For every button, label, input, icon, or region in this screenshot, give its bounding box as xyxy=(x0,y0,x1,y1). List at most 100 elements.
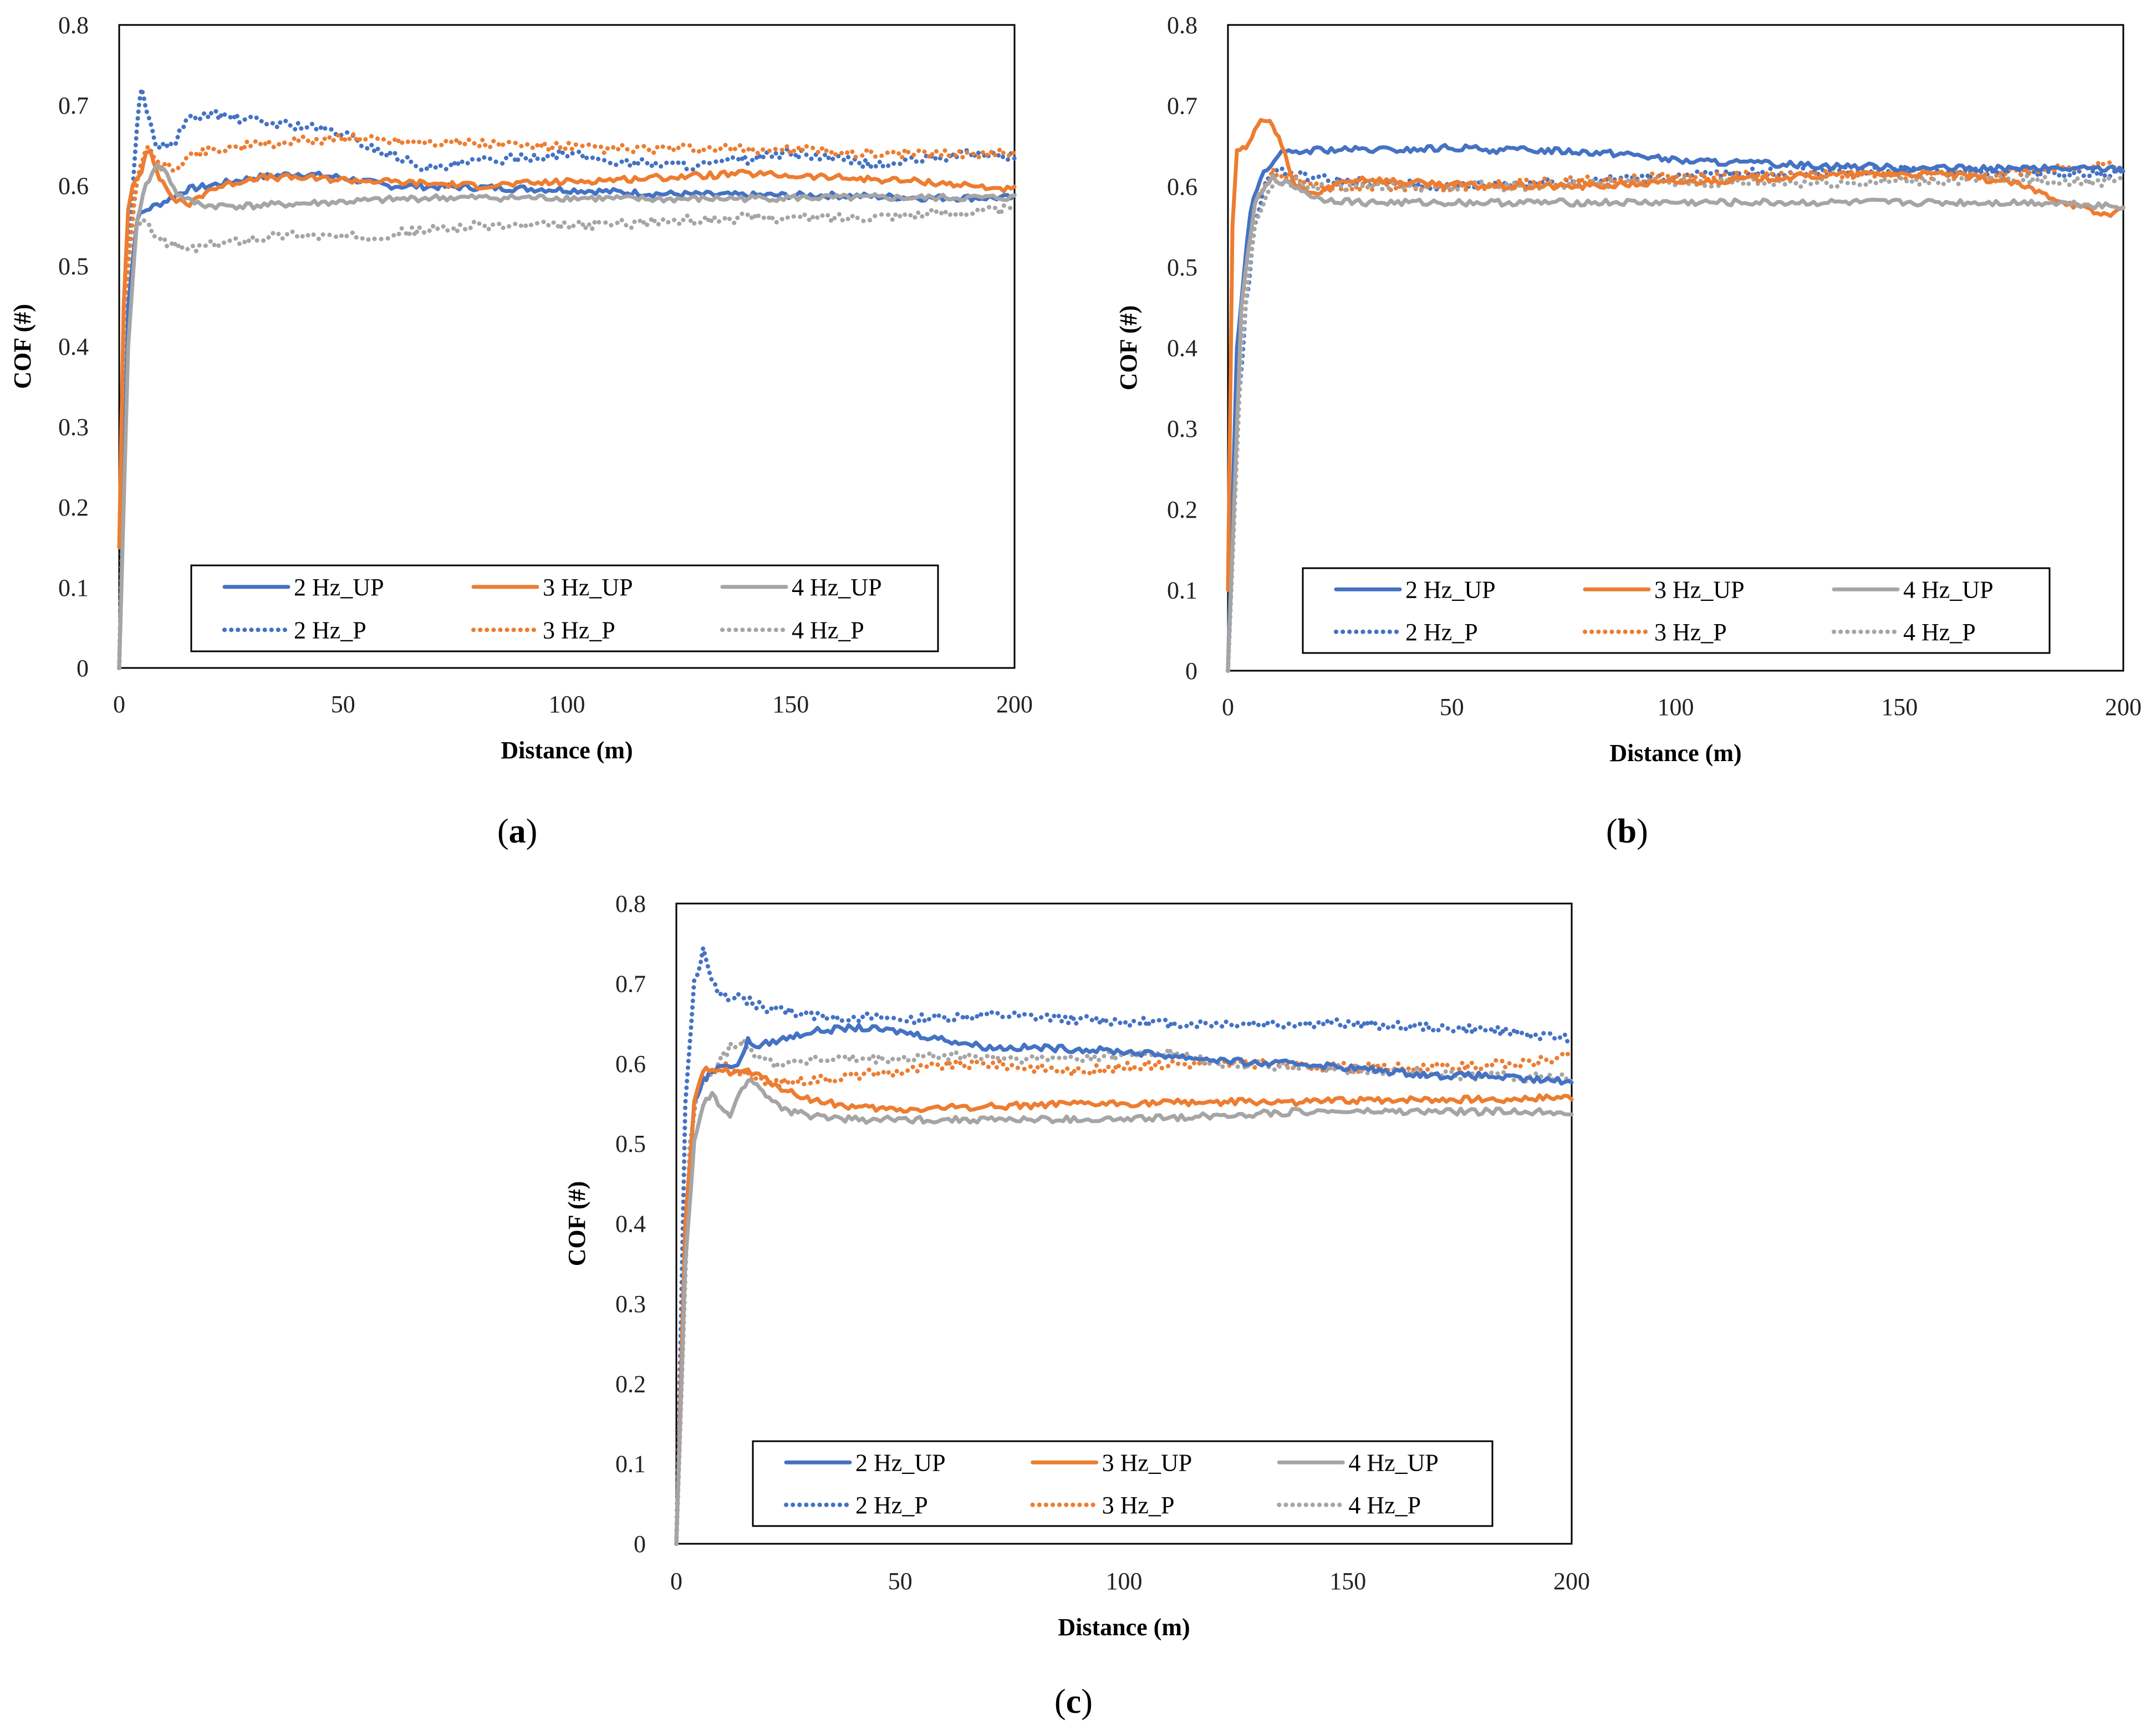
legend-box xyxy=(1302,567,2051,654)
y-tick-label: 0.1 xyxy=(1167,576,1197,604)
chart-c-svg: 0 0.1 0.2 0.3 0.4 0.5 0.6 0.7 0.8 0 50 100 150 200 Dis… xyxy=(563,890,1590,1641)
caption-a-letter: a xyxy=(508,813,526,850)
y-tick-label: 0.6 xyxy=(1167,173,1197,200)
x-tick-label: 0 xyxy=(670,1568,682,1595)
legend-label: 2 Hz_P xyxy=(855,1492,928,1519)
y-axis-title: COF (#) xyxy=(563,1181,590,1267)
x-tick-label: 50 xyxy=(1440,693,1464,721)
legend-box xyxy=(190,564,939,652)
y-tick-label: 0.3 xyxy=(615,1290,646,1318)
caption-c-close: ) xyxy=(1081,1683,1093,1721)
x-tick-label: 100 xyxy=(549,691,585,718)
x-axis-title: Distance (m) xyxy=(1058,1614,1190,1641)
x-tick-label: 150 xyxy=(772,691,809,718)
y-axis-title: COF (#) xyxy=(9,304,36,389)
y-tick-label: 0 xyxy=(1185,657,1197,685)
plot-area-c xyxy=(675,902,1573,1545)
y-tick-label: 0.2 xyxy=(615,1370,646,1397)
caption-b-open: ( xyxy=(1606,813,1618,850)
y-tick-label: 0.2 xyxy=(1167,496,1197,523)
y-tick-label: 0.1 xyxy=(615,1451,646,1478)
y-tick-label: 0.4 xyxy=(58,333,89,360)
y-tick-label: 0.5 xyxy=(615,1130,646,1157)
x-tick-label: 50 xyxy=(888,1568,913,1595)
x-tick-label: 200 xyxy=(996,691,1033,718)
series-line-4-hz_up xyxy=(674,1078,1574,1546)
legend-label: 4 Hz_UP xyxy=(1903,576,1994,603)
legend-label: 3 Hz_UP xyxy=(1102,1449,1192,1476)
legend-label: 3 Hz_P xyxy=(1102,1492,1175,1519)
caption-c-open: ( xyxy=(1054,1683,1066,1721)
legend-label: 3 Hz_UP xyxy=(1654,576,1745,603)
x-tick-label: 150 xyxy=(1329,1568,1366,1595)
caption-a-open: ( xyxy=(497,813,509,850)
legend-label: 3 Hz_UP xyxy=(543,574,633,601)
plot-area-b xyxy=(1227,24,2124,672)
plot-area-a xyxy=(118,24,1016,669)
x-axis-title: Distance (m) xyxy=(1609,739,1741,767)
series-line-4-hz_p xyxy=(674,1037,1574,1546)
y-tick-label: 0.4 xyxy=(1167,335,1197,362)
series-line-2-hz_p xyxy=(117,86,1017,670)
x-tick-label: 0 xyxy=(1222,693,1234,721)
caption-b-close: ) xyxy=(1637,813,1648,850)
legend-label: 4 Hz_P xyxy=(1348,1492,1421,1519)
series-line-3-hz_p xyxy=(117,131,1017,670)
x-tick-label: 50 xyxy=(331,691,355,718)
y-tick-label: 0.7 xyxy=(1167,93,1197,120)
legend-label: 2 Hz_P xyxy=(1405,619,1478,646)
legend-label: 3 Hz_P xyxy=(543,616,615,644)
y-tick-label: 0.4 xyxy=(615,1211,646,1238)
chart-a-svg: 0 0.1 0.2 0.3 0.4 0.5 0.6 0.7 0.8 0 50 100 150 200 Dis… xyxy=(9,12,1033,764)
series-line-2-hz_up xyxy=(674,1023,1574,1546)
legend-label: 4 Hz_UP xyxy=(1348,1449,1439,1476)
y-tick-label: 0 xyxy=(634,1530,646,1558)
legend-label: 4 Hz_P xyxy=(792,616,864,644)
series-line-4-hz_up xyxy=(117,162,1017,670)
series-line-3-hz_p xyxy=(674,1050,1574,1546)
y-tick-label: 0 xyxy=(77,655,89,682)
caption-a: (a) xyxy=(497,812,537,851)
x-tick-label: 200 xyxy=(1553,1568,1590,1595)
y-tick-label: 0.7 xyxy=(615,970,646,997)
y-tick-label: 0.7 xyxy=(58,92,89,119)
y-tick-label: 0.8 xyxy=(615,890,646,917)
y-axis-title: COF (#) xyxy=(1115,305,1142,391)
series-line-3-hz_up xyxy=(674,1065,1574,1546)
caption-c: (c) xyxy=(1054,1682,1093,1722)
chart-panel-a: 0 0.1 0.2 0.3 0.4 0.5 0.6 0.7 0.8 0 50 100 150 200 Dis… xyxy=(0,0,1070,865)
series-line-4-hz_up xyxy=(1226,174,2126,673)
y-tick-label: 0.3 xyxy=(58,414,89,441)
caption-b: (b) xyxy=(1606,812,1648,851)
x-tick-label: 150 xyxy=(1881,693,1918,721)
x-tick-label: 200 xyxy=(2105,693,2142,721)
legend-label: 2 Hz_UP xyxy=(1405,576,1496,603)
chart-panel-b: 0 0.1 0.2 0.3 0.4 0.5 0.6 0.7 0.8 0 50 100 150 200 Dis… xyxy=(1100,0,2156,865)
x-tick-label: 100 xyxy=(1658,693,1694,721)
y-tick-label: 0.2 xyxy=(58,494,89,521)
x-tick-label: 0 xyxy=(113,691,125,718)
caption-a-close: ) xyxy=(526,813,538,850)
y-tick-label: 0.3 xyxy=(1167,415,1197,442)
legend-label: 4 Hz_P xyxy=(1903,619,1976,646)
x-tick-label: 100 xyxy=(1106,1568,1143,1595)
legend-box xyxy=(752,1440,1494,1527)
series-line-3-hz_up xyxy=(117,149,1017,549)
y-tick-label: 0.6 xyxy=(58,172,89,200)
caption-b-letter: b xyxy=(1617,813,1637,850)
y-tick-label: 0.8 xyxy=(58,12,89,39)
chart-panel-c: 0 0.1 0.2 0.3 0.4 0.5 0.6 0.7 0.8 0 50 100 150 200 Dis… xyxy=(549,879,1619,1735)
series-line-2-hz_up xyxy=(1226,143,2126,673)
legend-label: 2 Hz_UP xyxy=(855,1449,946,1476)
chart-b-svg: 0 0.1 0.2 0.3 0.4 0.5 0.6 0.7 0.8 0 50 100 150 200 Dis… xyxy=(1115,12,2142,767)
y-tick-label: 0.5 xyxy=(58,253,89,280)
legend-label: 4 Hz_UP xyxy=(792,574,882,601)
series-line-4-hz_p xyxy=(117,203,1017,670)
y-tick-label: 0.8 xyxy=(1167,12,1197,39)
y-tick-label: 0.5 xyxy=(1167,254,1197,281)
y-tick-label: 0.1 xyxy=(58,574,89,601)
x-axis-title: Distance (m) xyxy=(501,737,633,764)
y-tick-label: 0.6 xyxy=(615,1050,646,1078)
series-line-3-hz_up xyxy=(1226,118,2126,592)
legend-label: 2 Hz_UP xyxy=(294,574,384,601)
